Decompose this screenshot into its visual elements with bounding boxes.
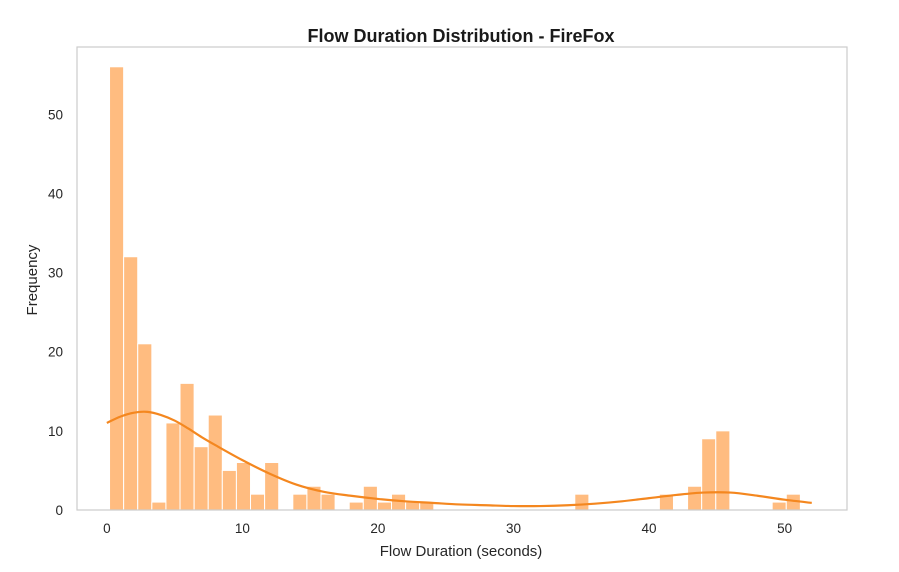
x-tick-label: 40 (642, 521, 657, 536)
histogram-bar (221, 469, 237, 511)
x-tick-label: 20 (370, 521, 385, 536)
histogram-bar (348, 501, 364, 511)
histogram-bar (715, 430, 731, 511)
y-tick-label: 0 (55, 503, 63, 518)
x-tick-label: 30 (506, 521, 521, 536)
y-tick-label: 30 (48, 266, 63, 281)
histogram-bar (151, 501, 167, 511)
x-tick-label: 10 (235, 521, 250, 536)
histogram-bar (137, 343, 153, 511)
chart-title: Flow Duration Distribution - FireFox (308, 26, 615, 46)
plot-frame (76, 46, 848, 511)
histogram-bar (771, 501, 787, 511)
histogram-bar (109, 66, 125, 511)
histogram-bar (179, 382, 195, 511)
histogram-bar (405, 501, 421, 511)
histogram-bar (235, 462, 252, 511)
x-ticks-group: 0 10 20 30 40 50 (103, 521, 792, 536)
histogram-bar (165, 422, 181, 511)
histogram-bar (123, 256, 139, 511)
y-tick-label: 50 (48, 107, 63, 122)
histogram-bar (376, 501, 393, 511)
histogram-bar (250, 493, 266, 511)
kde-line (106, 410, 812, 508)
y-tick-label: 20 (48, 345, 63, 360)
y-ticks-group: 0 10 20 30 40 50 (48, 107, 63, 518)
y-tick-label: 40 (48, 186, 63, 201)
y-axis-label: Frequency (24, 244, 41, 315)
x-tick-label: 0 (103, 521, 111, 536)
histogram-bar (574, 493, 590, 511)
histogram-bar (264, 462, 280, 511)
histogram-bar (193, 446, 209, 511)
histogram-bar (320, 493, 336, 511)
histogram-bar (701, 438, 717, 511)
histogram-bar (687, 485, 703, 511)
histogram-bar (207, 414, 223, 511)
y-tick-label: 10 (48, 424, 63, 439)
x-tick-label: 50 (777, 521, 792, 536)
x-axis-label: Flow Duration (seconds) (380, 543, 543, 560)
bars-group (109, 66, 801, 511)
histogram-bar (292, 493, 308, 511)
